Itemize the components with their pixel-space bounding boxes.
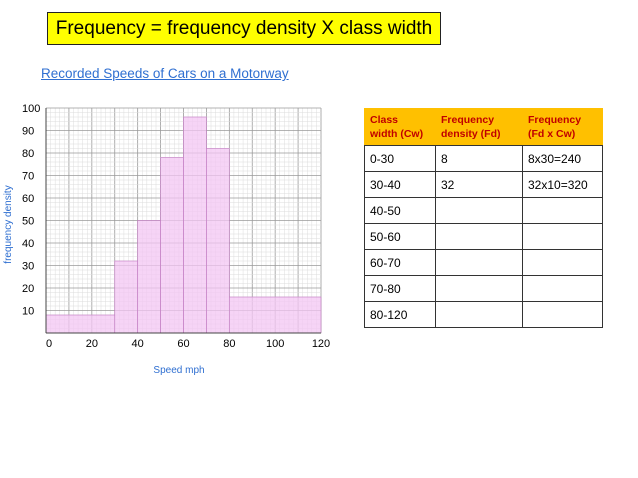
chart-title: Recorded Speeds of Cars on a Motorway xyxy=(41,66,289,81)
histogram-bar xyxy=(183,116,207,334)
cell-class-width: 30-40 xyxy=(364,171,436,198)
cell-class-width: 80-120 xyxy=(364,301,436,328)
y-axis-label: frequency density xyxy=(3,185,14,263)
x-tick-label: 60 xyxy=(177,338,189,350)
cell-frequency-density: 32 xyxy=(435,171,523,198)
table-row: 70-80 xyxy=(364,275,603,302)
histogram-bar xyxy=(137,220,161,334)
x-tick-label: 120 xyxy=(312,338,330,350)
y-tick-label: 90 xyxy=(22,126,34,138)
cell-frequency-density xyxy=(435,197,523,224)
cell-frequency xyxy=(522,223,603,250)
cell-frequency: 8x30=240 xyxy=(522,145,603,172)
x-tick-label: 40 xyxy=(132,338,144,350)
cell-frequency-density: 8 xyxy=(435,145,523,172)
cell-frequency xyxy=(522,275,603,302)
cell-frequency-density xyxy=(435,249,523,276)
header-frequency-density: Frequency density (Fd) xyxy=(435,108,523,146)
y-tick-label: 70 xyxy=(22,171,34,183)
table-row: 50-60 xyxy=(364,223,603,250)
cell-frequency: 32x10=320 xyxy=(522,171,603,198)
cell-class-width: 50-60 xyxy=(364,223,436,250)
table-row: 0-30 8 8x30=240 xyxy=(364,145,603,172)
y-tick-label: 100 xyxy=(22,103,40,115)
cell-frequency-density xyxy=(435,275,523,302)
table-row: 30-40 32 32x10=320 xyxy=(364,171,603,198)
table-header-row: Class width (Cw) Frequency density (Fd) Fr… xyxy=(364,108,603,146)
header-class-width: Class width (Cw) xyxy=(364,108,436,146)
cell-frequency-density xyxy=(435,223,523,250)
x-tick-label: 20 xyxy=(86,338,98,350)
frequency-table: Class width (Cw) Frequency density (Fd) Fr… xyxy=(364,108,603,328)
y-tick-label: 10 xyxy=(22,306,34,318)
y-tick-label: 80 xyxy=(22,148,34,160)
cell-frequency-density xyxy=(435,301,523,328)
x-tick-label: 80 xyxy=(223,338,235,350)
histogram-bar xyxy=(114,260,138,334)
y-tick-label: 40 xyxy=(22,238,34,250)
x-tick-label: 0 xyxy=(46,338,52,350)
table-row: 40-50 xyxy=(364,197,603,224)
table-row: 60-70 xyxy=(364,249,603,276)
y-tick-label: 60 xyxy=(22,193,34,205)
cell-frequency xyxy=(522,197,603,224)
x-tick-label: 100 xyxy=(266,338,284,350)
histogram-bar xyxy=(206,148,230,334)
cell-class-width: 0-30 xyxy=(364,145,436,172)
cell-class-width: 40-50 xyxy=(364,197,436,224)
histogram-bar xyxy=(160,157,184,334)
table-row: 80-120 xyxy=(364,301,603,328)
y-tick-label: 30 xyxy=(22,261,34,273)
cell-class-width: 60-70 xyxy=(364,249,436,276)
y-tick-label: 50 xyxy=(22,216,34,228)
cell-frequency xyxy=(522,249,603,276)
x-axis-label: Speed mph xyxy=(153,365,204,376)
header-frequency: Frequency (Fd x Cw) xyxy=(522,108,603,146)
formula-banner: Frequency = frequency density X class wi… xyxy=(47,12,441,45)
cell-frequency xyxy=(522,301,603,328)
histogram-bar xyxy=(45,314,116,334)
cell-class-width: 70-80 xyxy=(364,275,436,302)
y-tick-label: 20 xyxy=(22,283,34,295)
histogram-bar xyxy=(229,296,322,334)
